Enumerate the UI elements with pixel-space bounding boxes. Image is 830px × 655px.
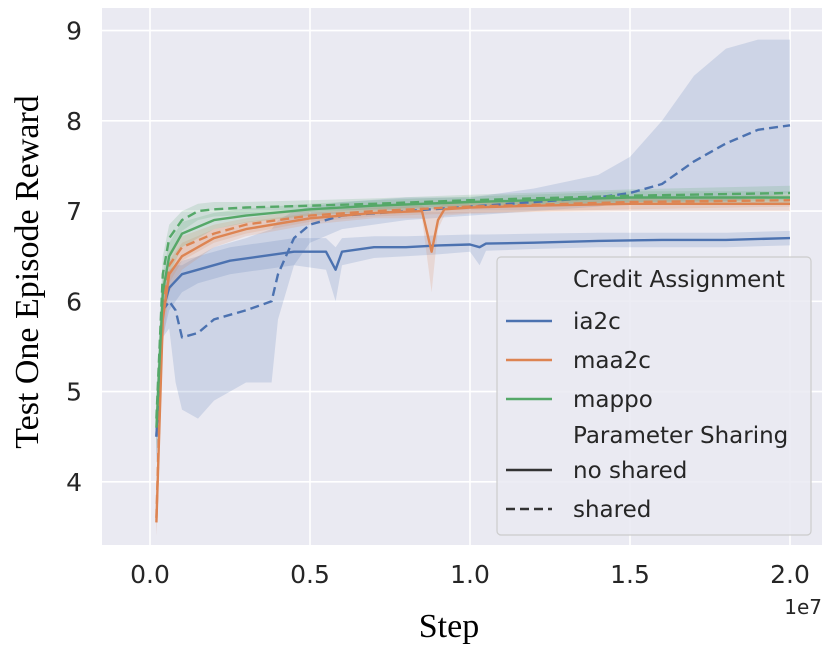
y-tick-label: 8 bbox=[66, 107, 82, 136]
y-tick-label: 5 bbox=[66, 378, 82, 407]
y-axis-label: Test One Episode Reward bbox=[9, 95, 46, 449]
y-tick-label: 9 bbox=[66, 17, 82, 46]
series-lines bbox=[155, 124, 791, 523]
band-mappo-no-shared bbox=[156, 191, 790, 455]
legend-hue-title: Credit Assignment bbox=[573, 267, 785, 293]
tick-labels: 0.0 0.5 1.0 1.5 2.0 4 5 6 7 8 9 bbox=[66, 17, 810, 589]
legend-box bbox=[496, 256, 812, 536]
legend-label-no-shared: no shared bbox=[573, 458, 687, 484]
grid-lines bbox=[102, 8, 822, 545]
band-mappo-shared bbox=[156, 185, 790, 446]
y-tick-label: 4 bbox=[66, 468, 82, 497]
legend-hue-entries: ia2c maa2c mappo bbox=[506, 309, 653, 413]
legend-label-ia2c: ia2c bbox=[573, 309, 621, 335]
x-tick-label: 1.5 bbox=[610, 560, 650, 589]
line-maa2c-shared bbox=[155, 199, 791, 518]
legend-label-mappo: mappo bbox=[573, 387, 653, 413]
band-ia2c-no-shared bbox=[156, 230, 790, 464]
y-tick-label: 6 bbox=[66, 287, 82, 316]
legend-label-shared: shared bbox=[573, 497, 651, 523]
legend-style-entries: no shared shared bbox=[506, 458, 687, 523]
x-axis-label: Step bbox=[419, 608, 479, 645]
x-tick-label: 2.0 bbox=[770, 560, 810, 589]
band-maa2c-shared bbox=[156, 194, 790, 537]
legend-style-title: Parameter Sharing bbox=[573, 423, 788, 449]
line-ia2c-shared bbox=[155, 124, 791, 437]
x-tick-label: 0.0 bbox=[130, 560, 170, 589]
legend: Credit Assignment ia2c maa2c mappo Paramet… bbox=[496, 256, 812, 536]
line-ia2c-no-shared bbox=[155, 236, 791, 437]
line-maa2c-no-shared bbox=[155, 202, 790, 523]
legend-label-maa2c: maa2c bbox=[573, 348, 651, 374]
line-mappo-no-shared bbox=[155, 196, 790, 428]
y-tick-label: 7 bbox=[66, 197, 82, 226]
band-ia2c-shared bbox=[156, 39, 790, 464]
x-tick-label: 1.0 bbox=[450, 560, 490, 589]
line-mappo-shared bbox=[155, 191, 791, 419]
x-tick-label: 0.5 bbox=[290, 560, 330, 589]
x-axis-exponent: 1e7 bbox=[784, 595, 822, 619]
